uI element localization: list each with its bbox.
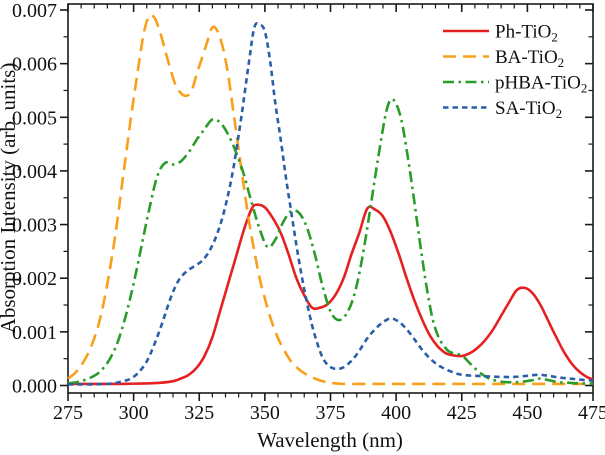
y-tick-label: 0.000	[12, 376, 57, 398]
x-tick-label: 425	[447, 402, 477, 424]
legend-item-ph-tio2: Ph-TiO2	[443, 22, 558, 45]
series-curve-phba-tio2	[67, 97, 593, 385]
x-tick-label: 475	[578, 402, 605, 424]
y-tick-label: 0.004	[12, 161, 57, 183]
x-tick-label: 350	[250, 402, 280, 424]
legend-item-ba-tio2: BA-TiO2	[443, 47, 564, 70]
y-axis-title: Absorption Intensity (arb. units)	[0, 63, 20, 334]
legend-label-phba-tio2: pHBA-TiO2	[495, 73, 587, 96]
y-tick-label: 0.006	[12, 54, 57, 76]
series-curve-sa-tio2	[67, 22, 594, 386]
legend-label-ba-tio2: BA-TiO2	[495, 47, 564, 70]
x-tick-label: 300	[119, 402, 149, 424]
series-curve-ph-tio2	[68, 203, 594, 386]
x-tick-label: 400	[381, 402, 411, 424]
plot-frame	[67, 3, 594, 394]
x-tick-label: 275	[53, 402, 83, 424]
y-tick-label: 0.002	[12, 268, 57, 290]
x-tick-label: 375	[316, 402, 346, 424]
y-tick-label: 0.001	[12, 322, 57, 344]
legend-label-sa-tio2: SA-TiO2	[495, 98, 562, 121]
x-tick-label: 450	[512, 402, 542, 424]
legend-item-sa-tio2: SA-TiO2	[443, 98, 562, 121]
legend-item-phba-tio2: pHBA-TiO2	[443, 73, 587, 96]
spectra-curves	[67, 13, 594, 386]
legend-label-ph-tio2: Ph-TiO2	[495, 22, 558, 45]
y-tick-label: 0.003	[12, 215, 57, 237]
y-tick-label: 0.005	[12, 107, 57, 129]
x-tick-label: 325	[184, 402, 214, 424]
axis-tick-labels: 275 300 325 350 375 400 425 450 475 0.000 0.001 0.0…	[12, 0, 605, 424]
axis-ticks	[60, 4, 594, 401]
series-curve-ba-tio2	[67, 13, 593, 386]
y-tick-label: 0.007	[12, 0, 57, 22]
x-axis-title: Wavelength (nm)	[257, 428, 403, 452]
